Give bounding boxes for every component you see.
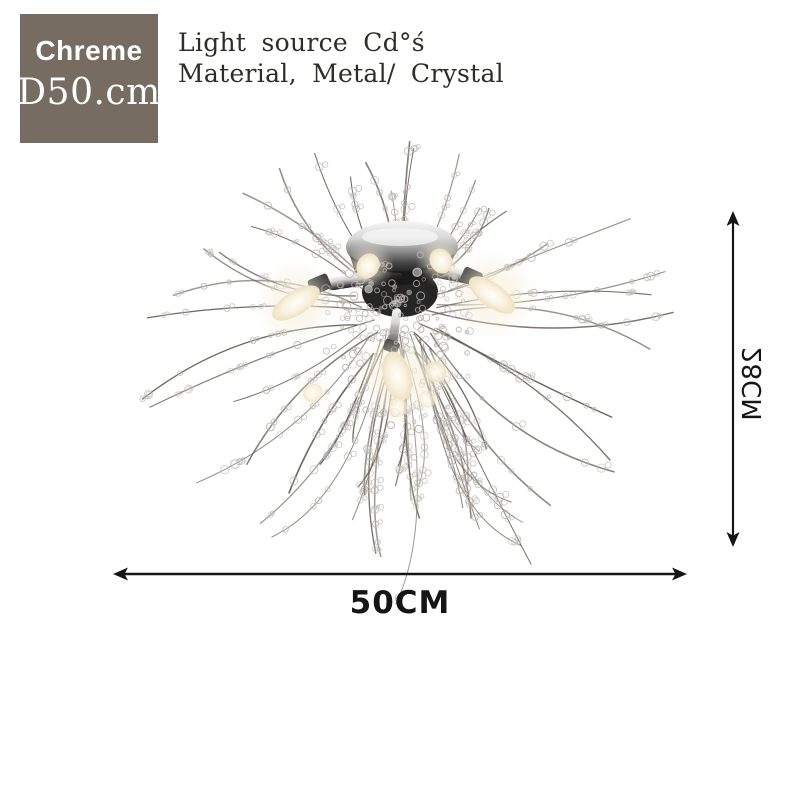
arrowhead-up-icon (726, 211, 740, 226)
width-label: 50CM (349, 585, 451, 621)
diameter-label: D50.cm (17, 72, 161, 113)
finish-badge: Chreme D50.cm (17, 14, 161, 143)
arrowhead-right-icon (672, 567, 687, 581)
height-label: 28CM (738, 347, 768, 421)
arrowhead-down-icon (726, 532, 740, 547)
canopy-highlight (362, 228, 438, 246)
horizontal-arrow (113, 567, 687, 581)
spec-material: Material, Metal/ Crystal (178, 59, 504, 88)
arrowhead-left-icon (113, 567, 128, 581)
vertical-arrow (726, 211, 740, 547)
finish-label: Chreme (35, 35, 143, 66)
spec-text: Light source Cd°ś Material, Metal/ Cryst… (178, 27, 504, 89)
glowing-bulbs (252, 235, 538, 427)
spec-light-source: Light source Cd°ś (178, 28, 425, 57)
